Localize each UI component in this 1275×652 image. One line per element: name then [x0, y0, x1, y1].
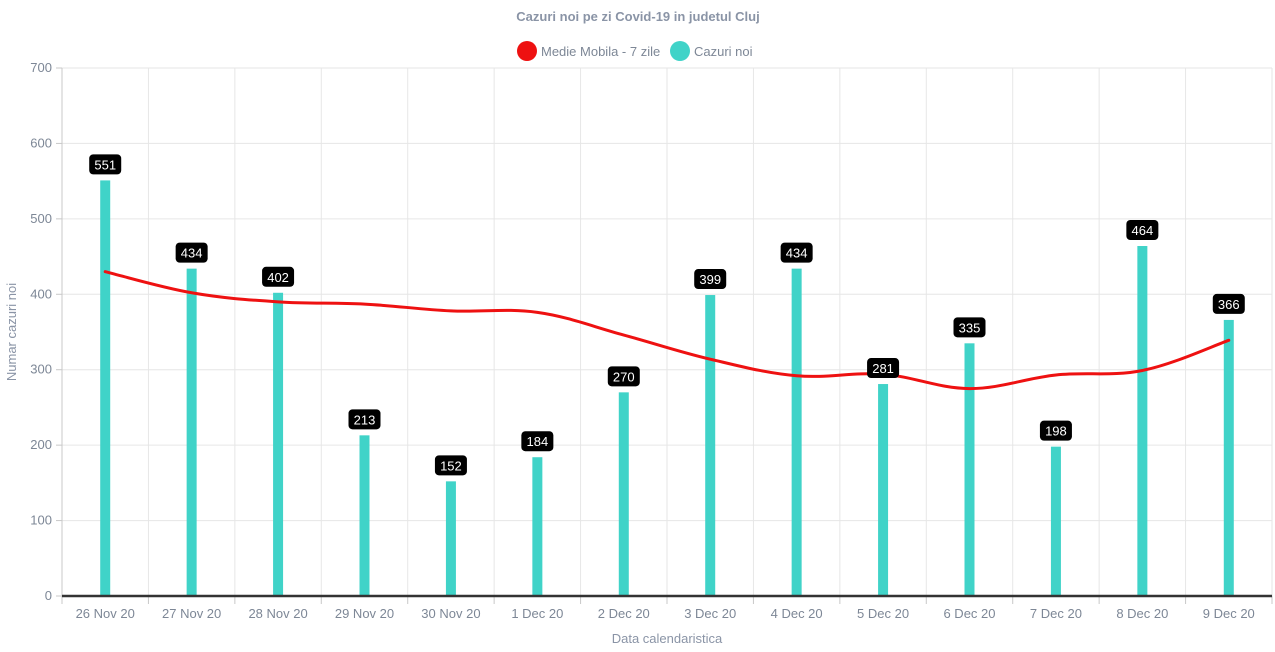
legend-marker-moving-average	[517, 41, 537, 61]
bar-cazuri-noi[interactable]	[100, 180, 111, 597]
x-tick-label: 29 Nov 20	[335, 606, 394, 621]
data-label-box	[867, 358, 900, 379]
data-label-box	[1039, 420, 1072, 441]
x-tick-label: 4 Dec 20	[771, 606, 823, 621]
legend: Medie Mobila - 7 zile Cazuri noi	[517, 41, 753, 61]
moving-average-line-layer	[103, 270, 1231, 391]
legend-label-new-cases: Cazuri noi	[694, 44, 753, 59]
data-label-box	[348, 409, 381, 430]
y-tick-label: 400	[30, 286, 52, 301]
x-tick-label: 8 Dec 20	[1116, 606, 1168, 621]
x-tick-label: 2 Dec 20	[598, 606, 650, 621]
data-label: 213	[348, 409, 381, 430]
y-tick-label: 0	[45, 588, 52, 603]
y-tick-label: 200	[30, 437, 52, 452]
data-label-text: 270	[613, 369, 635, 384]
data-label-text: 464	[1132, 223, 1154, 238]
data-label-text: 551	[94, 157, 116, 172]
x-axis-title: Data calendaristica	[612, 631, 723, 646]
bar-cazuri-noi[interactable]	[359, 435, 370, 596]
data-label: 434	[780, 242, 813, 263]
data-label: 335	[953, 317, 986, 338]
data-label-text: 184	[527, 434, 549, 449]
y-tick-label: 100	[30, 513, 52, 528]
bars	[100, 180, 1234, 597]
data-label: 270	[607, 366, 640, 387]
bar-cazuri-noi[interactable]	[618, 392, 629, 596]
data-label-box	[521, 431, 554, 452]
bar-cazuri-noi[interactable]	[186, 268, 197, 596]
data-label-text: 434	[786, 246, 808, 261]
data-label-text: 213	[354, 412, 376, 427]
bar-cazuri-noi[interactable]	[532, 457, 543, 596]
legend-label-moving-average: Medie Mobila - 7 zile	[541, 44, 660, 59]
x-tick-label: 26 Nov 20	[76, 606, 135, 621]
data-label-text: 434	[181, 246, 203, 261]
y-tick-label: 700	[30, 60, 52, 75]
data-labels: 551 434 402 213 152 184 270 399 434 281 335 198 464 3…	[89, 154, 1245, 476]
data-label: 198	[1039, 420, 1072, 441]
bar-cazuri-noi[interactable]	[1223, 319, 1234, 596]
data-label: 399	[694, 269, 727, 290]
x-tick-label: 1 Dec 20	[511, 606, 563, 621]
x-tick-label: 3 Dec 20	[684, 606, 736, 621]
data-label-box	[1126, 220, 1159, 241]
bar-cazuri-noi[interactable]	[1050, 446, 1061, 596]
data-label-text: 198	[1045, 424, 1067, 439]
data-label: 184	[521, 431, 554, 452]
bar-cazuri-noi[interactable]	[878, 384, 889, 596]
x-tick-label: 28 Nov 20	[248, 606, 307, 621]
data-label-text: 366	[1218, 297, 1240, 312]
axes: 0 100 200 300 400 500 600 700 26 Nov 20 27 Nov 20…	[30, 60, 1273, 621]
data-label: 464	[1126, 220, 1159, 241]
data-label: 434	[175, 242, 208, 263]
moving-average-line[interactable]	[103, 270, 1231, 391]
data-label: 402	[262, 266, 295, 287]
x-tick-label: 6 Dec 20	[943, 606, 995, 621]
bar-cazuri-noi[interactable]	[1137, 246, 1148, 597]
data-label-text: 335	[959, 320, 981, 335]
data-label-box	[89, 154, 122, 175]
y-axis-title: Numar cazuri noi	[4, 283, 19, 381]
x-tick-label: 5 Dec 20	[857, 606, 909, 621]
data-label-box	[694, 269, 727, 290]
data-label-box	[175, 242, 208, 263]
x-tick-label: 7 Dec 20	[1030, 606, 1082, 621]
legend-item-new-cases[interactable]: Cazuri noi	[670, 41, 753, 61]
data-label-box	[780, 242, 813, 263]
legend-item-moving-average[interactable]: Medie Mobila - 7 zile	[517, 41, 660, 61]
y-tick-label: 300	[30, 362, 52, 377]
chart-title: Cazuri noi pe zi Covid-19 in judetul Clu…	[516, 9, 759, 24]
grid	[61, 67, 1273, 597]
data-label-box	[434, 455, 467, 476]
y-tick-label: 600	[30, 135, 52, 150]
data-label-text: 281	[872, 361, 894, 376]
x-tick-label: 9 Dec 20	[1203, 606, 1255, 621]
bar-cazuri-noi[interactable]	[273, 292, 284, 596]
x-tick-label: 27 Nov 20	[162, 606, 221, 621]
x-tick-label: 30 Nov 20	[421, 606, 480, 621]
data-label: 152	[434, 455, 467, 476]
data-label: 281	[867, 358, 900, 379]
data-label-text: 402	[267, 270, 289, 285]
data-label-box	[953, 317, 986, 338]
data-label-text: 152	[440, 458, 462, 473]
data-label: 366	[1212, 293, 1245, 314]
bar-cazuri-noi[interactable]	[445, 481, 456, 596]
data-label-box	[1212, 293, 1245, 314]
data-label: 551	[89, 154, 122, 175]
y-tick-label: 500	[30, 211, 52, 226]
data-label-text: 399	[699, 272, 721, 287]
data-label-box	[262, 266, 295, 287]
bar-cazuri-noi[interactable]	[964, 343, 975, 596]
legend-marker-new-cases	[670, 41, 690, 61]
bar-cazuri-noi[interactable]	[705, 295, 716, 596]
bar-cazuri-noi[interactable]	[791, 268, 802, 596]
data-label-box	[607, 366, 640, 387]
